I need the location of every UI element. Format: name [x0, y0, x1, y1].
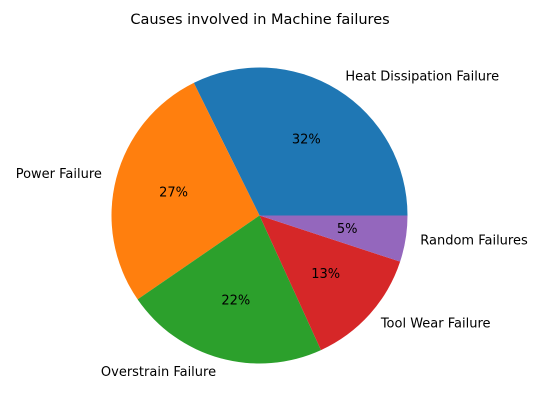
- pct-label-tool-wear-failure: 13%: [311, 267, 340, 282]
- percentage-labels: 32% 27% 22% 13% 5%: [159, 133, 357, 309]
- pie-slice-random-failures: [259, 215, 408, 262]
- pie-slice-overstrain-failure: [137, 215, 321, 364]
- pct-label-heat-dissipation-failure: 32%: [292, 133, 321, 148]
- slice-label-overstrain-failure: Overstrain Failure: [101, 365, 216, 380]
- slice-label-random-failures: Random Failures: [420, 234, 528, 249]
- pie-slice-power-failure: [111, 82, 260, 300]
- chart-title: Causes involved in Machine failures: [130, 12, 389, 28]
- slice-label-power-failure: Power Failure: [16, 167, 102, 182]
- slice-labels: Heat Dissipation Failure Power Failure Ove…: [16, 70, 528, 380]
- pct-label-overstrain-failure: 22%: [221, 294, 250, 309]
- pie-slices: [111, 67, 408, 364]
- pct-label-random-failures: 5%: [337, 222, 358, 237]
- pie-slice-heat-dissipation-failure: [193, 67, 408, 216]
- slice-label-tool-wear-failure: Tool Wear Failure: [380, 317, 491, 332]
- pie-slice-tool-wear-failure: [259, 215, 401, 351]
- slice-label-heat-dissipation-failure: Heat Dissipation Failure: [345, 70, 499, 85]
- pct-label-power-failure: 27%: [159, 186, 188, 201]
